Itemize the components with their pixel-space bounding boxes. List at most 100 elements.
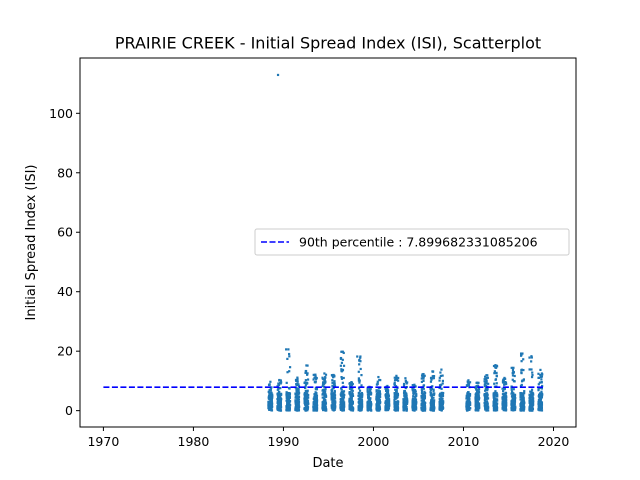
scatter-point xyxy=(528,356,531,359)
scatter-point xyxy=(477,407,480,410)
scatter-point xyxy=(432,375,436,378)
scatter-point xyxy=(467,408,470,411)
scatter-point xyxy=(530,368,533,371)
scatter-point xyxy=(528,399,531,402)
scatter-point xyxy=(341,398,344,401)
scatter-point xyxy=(350,400,354,404)
scatter-point xyxy=(441,393,445,397)
scatter-point xyxy=(521,406,524,409)
scatter-point xyxy=(415,392,418,396)
scatter-point xyxy=(522,403,525,406)
scatter-point xyxy=(349,398,353,401)
scatter-point xyxy=(358,392,361,395)
scatter-point xyxy=(268,391,271,395)
scatter-point xyxy=(420,408,423,411)
scatter-point xyxy=(441,379,444,382)
scatter-point xyxy=(432,402,435,405)
scatter-point xyxy=(384,387,387,390)
scatter-point xyxy=(530,388,534,391)
scatter-point xyxy=(485,392,489,395)
scatter-point xyxy=(539,407,542,410)
scatter-point xyxy=(350,395,353,398)
scatter-point xyxy=(287,348,290,351)
scatter-point xyxy=(340,368,343,371)
scatter-point xyxy=(474,400,477,403)
scatter-point xyxy=(405,405,408,409)
scatter-point xyxy=(297,400,300,403)
scatter-point xyxy=(396,393,399,397)
scatter-point xyxy=(413,401,417,404)
scatter-point xyxy=(468,397,471,400)
scatter-point xyxy=(429,377,433,380)
scatter-point xyxy=(492,394,495,397)
scatter-point xyxy=(395,402,399,405)
scatter-point xyxy=(342,401,345,404)
scatter-point xyxy=(519,404,523,407)
scatter-point xyxy=(324,390,327,393)
scatter-point xyxy=(393,383,396,387)
scatter-point xyxy=(350,402,354,406)
scatter-point xyxy=(486,394,489,397)
scatter-point xyxy=(422,399,425,402)
scatter-point xyxy=(493,370,496,373)
scatter-point xyxy=(529,390,532,393)
scatter-point xyxy=(321,384,324,388)
scatter-point xyxy=(477,388,481,391)
scatter-point xyxy=(315,398,318,401)
scatter-point xyxy=(475,389,479,392)
scatter-point xyxy=(333,394,337,397)
scatter-point xyxy=(485,378,488,381)
legend-label: 90th percentile : 7.899682331085206 xyxy=(299,235,538,250)
scatter-point xyxy=(519,392,522,395)
scatter-point xyxy=(501,387,504,390)
scatter-point xyxy=(483,385,487,388)
scatter-point xyxy=(269,401,272,404)
scatter-point xyxy=(333,396,336,399)
scatter-point xyxy=(502,390,505,393)
scatter-point xyxy=(501,403,505,406)
scatter-point xyxy=(285,348,288,351)
scatter-point xyxy=(377,375,380,379)
scatter-point xyxy=(440,397,444,400)
scatter-point xyxy=(286,357,289,360)
scatter-point xyxy=(270,391,273,395)
scatter-point xyxy=(404,402,407,406)
scatter-point xyxy=(386,407,389,410)
scatter-point xyxy=(423,405,426,408)
scatter-point xyxy=(288,409,291,412)
scatter-point xyxy=(312,378,315,381)
y-tick-label: 40 xyxy=(57,284,73,299)
scatter-point xyxy=(412,409,415,412)
scatter-point xyxy=(530,360,533,363)
scatter-point xyxy=(530,405,533,408)
scatter-point xyxy=(512,388,515,391)
scatter-point xyxy=(324,394,328,398)
scatter-point xyxy=(366,405,369,408)
scatter-point xyxy=(277,403,280,406)
scatter-point xyxy=(440,404,444,407)
scatter-point xyxy=(411,402,414,405)
scatter-point xyxy=(330,392,333,395)
scatter-point xyxy=(432,400,436,404)
scatter-point xyxy=(520,408,524,411)
scatter-point xyxy=(331,393,335,396)
scatter-point xyxy=(279,393,283,396)
scatter-point xyxy=(423,392,427,395)
scatter-point xyxy=(285,406,288,409)
scatter-point xyxy=(385,396,388,400)
scatter-point xyxy=(411,406,414,409)
scatter-point xyxy=(532,397,535,400)
scatter-point xyxy=(305,364,308,367)
scatter-point xyxy=(478,397,481,400)
scatter-point xyxy=(393,403,396,406)
scatter-point xyxy=(330,390,333,393)
scatter-point xyxy=(537,402,540,406)
scatter-point xyxy=(368,398,372,401)
scatter-point xyxy=(387,403,390,406)
scatter-point xyxy=(357,387,361,390)
scatter-point xyxy=(404,393,407,396)
scatter-point xyxy=(528,393,531,396)
scatter-point xyxy=(386,393,389,396)
scatter-point xyxy=(342,396,345,399)
scatter-point xyxy=(379,395,382,399)
